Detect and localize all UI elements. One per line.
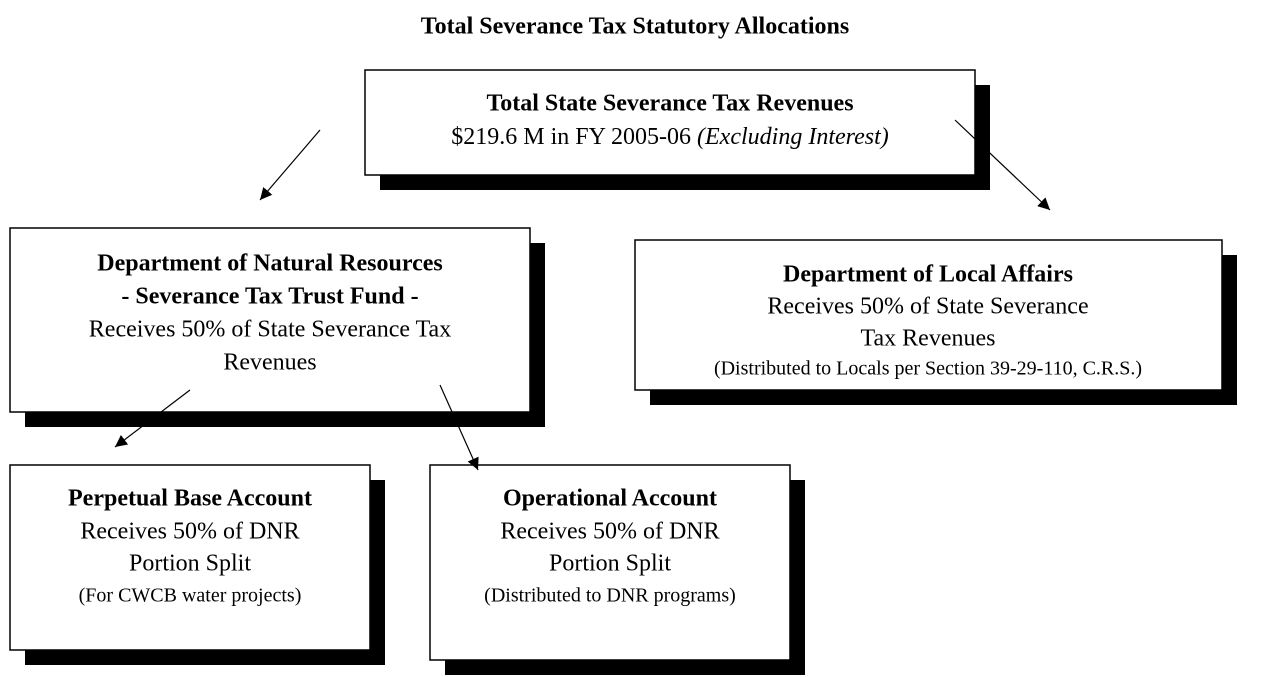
arrow (439, 384, 479, 471)
node-note: (Excluding Interest) (697, 124, 889, 150)
box (634, 239, 1223, 391)
node-note: (Distributed to Locals per Section 39-29… (714, 358, 1142, 380)
box (364, 69, 976, 176)
node-text: Receives 50% of State Severance (767, 294, 1088, 320)
node-text: $219.6 M in FY 2005-06 (Excluding Interes… (451, 124, 889, 150)
node-text: Receives 50% of DNR (500, 519, 719, 545)
node-text: Portion Split (549, 551, 671, 577)
arrow (954, 119, 1051, 211)
node-note: (Distributed to DNR programs) (484, 585, 736, 607)
arrow (259, 129, 321, 201)
node-label: Department of Natural Resources (97, 251, 442, 277)
node-label: Total State Severance Tax Revenues (486, 91, 853, 117)
node-text: $219.6 M in FY 2005-06 (451, 124, 691, 150)
box (429, 464, 791, 661)
box (9, 227, 531, 413)
node-label: Department of Local Affairs (783, 262, 1073, 288)
title: Total Severance Tax Statutory Allocation… (421, 14, 849, 40)
node-label: - Severance Tax Trust Fund - (121, 284, 418, 310)
node-label: Operational Account (503, 486, 717, 512)
node-text: Receives 50% of DNR (80, 519, 299, 545)
node-text: Portion Split (129, 551, 251, 577)
node-text: Tax Revenues (861, 326, 996, 352)
node-text: Receives 50% of State Severance Tax (89, 317, 451, 343)
node-label: Perpetual Base Account (68, 486, 312, 512)
arrow (114, 389, 191, 448)
node-text: Revenues (223, 350, 316, 376)
node-note: (For CWCB water projects) (79, 585, 302, 607)
box (9, 464, 371, 651)
